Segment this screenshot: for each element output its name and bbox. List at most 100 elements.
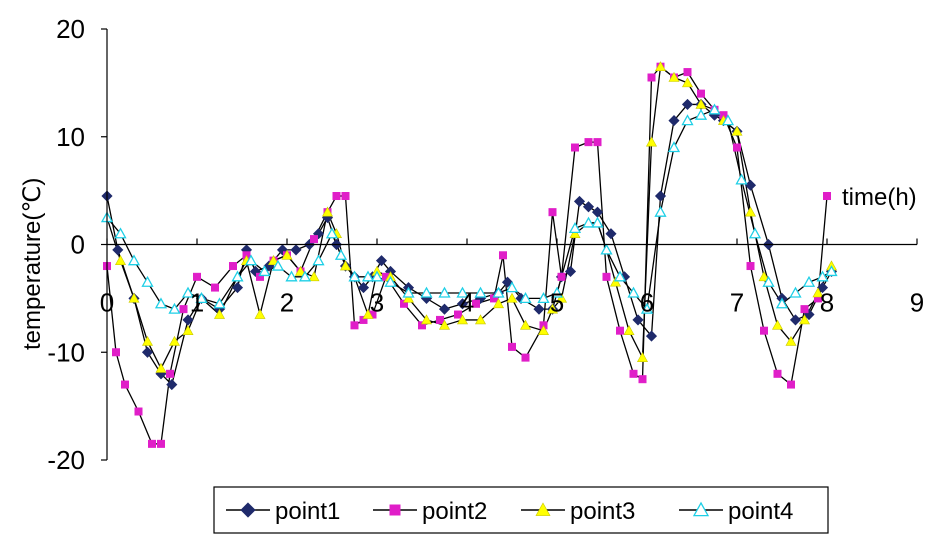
point2-point [121,380,129,389]
point3-markers [101,61,838,373]
point2-point [332,192,341,201]
point1-point [645,330,658,342]
tick-labels: 20 10 0 -10 -20 0 1 2 3 4 5 6 7 8 9 [47,14,924,475]
point3-point [308,271,320,282]
legend-label: point4 [728,498,793,525]
point3-point [492,298,505,309]
legend-marker [535,502,551,516]
point2-point [112,348,120,357]
point2-point [454,310,462,319]
point2-point [157,439,165,448]
point4-point [231,270,244,282]
point4-point [213,297,226,309]
point1-point [744,179,757,191]
point1-point [564,265,577,278]
point1-point [654,190,667,202]
point4-point [258,265,271,277]
legend: point1 point2 point3 point4 [213,486,829,534]
x-tick-label: 2 [280,288,294,318]
point4-point [721,114,735,126]
point1-point [166,379,178,391]
y-tick-label: 0 [71,230,85,260]
point2-point [616,326,624,335]
point4-point [762,275,775,287]
point2-point [557,272,566,281]
point4-point [312,254,325,266]
point3-point [321,206,334,217]
point4-point [708,103,721,115]
point2-point [647,73,656,82]
point3-point [758,271,770,282]
point3-point [546,303,559,314]
point3-point [654,61,667,72]
point4-point [789,286,802,298]
point3-point [213,308,226,319]
point4-point [114,227,127,239]
point4-point [438,286,451,298]
point3-point [402,292,415,303]
x-tick-label: 1 [190,288,204,318]
point4-point [667,141,681,153]
y-tick-label: -10 [47,337,85,367]
point3-point [812,287,824,298]
point3-point [798,314,811,325]
point1-point [605,228,617,240]
point3-point [474,314,487,325]
point1-point [290,244,302,256]
point3-point [182,325,194,336]
legend-item-point1: point1 [226,498,340,525]
point3-point [420,314,433,325]
legend-item-point2: point2 [373,498,487,525]
point3-point [168,335,181,346]
axes [101,28,918,461]
point4-point [775,297,789,309]
point3-point [668,71,680,82]
point3-point [141,335,154,346]
point1-point [182,314,194,326]
point4-point [640,302,654,314]
point2-point [787,380,795,389]
point1-point [357,282,370,294]
point3-point [569,228,581,239]
point4-point [370,270,384,282]
point4-point [348,270,361,282]
point3-point [128,292,140,303]
point3-point [155,362,167,373]
series-markers [100,61,838,448]
point4-point [748,227,762,239]
point1-point [375,255,388,267]
point4-line [106,109,832,310]
point2-point [773,369,782,378]
point4-point [681,114,694,126]
point4-point [591,216,604,228]
point3-point [438,319,451,330]
point4-point [181,286,195,298]
point4-point [285,270,298,282]
point4-point [600,243,613,255]
point4-point [537,292,550,304]
point2-point [148,439,156,448]
point2-point [193,272,201,281]
point1-point [141,346,154,358]
point3-point [681,77,694,88]
point4-point [505,281,519,293]
point2-point [548,208,557,217]
point4-point [298,270,312,282]
point4-point [816,270,829,282]
point2-point [760,326,768,335]
legend-marker [692,501,710,517]
point2-point [490,294,498,303]
x-tick-label: 3 [370,288,384,318]
point4-point [456,286,469,298]
legend-label: point3 [570,498,635,525]
point2-line [106,66,828,445]
point3-point [623,325,635,336]
point4-point [627,286,640,298]
point2-point [310,235,318,244]
point4-point [582,216,595,228]
legend-marker [240,502,256,518]
point2-point [134,407,143,416]
point1-point [789,314,802,326]
point3-point [555,292,568,303]
point3-point [456,314,469,325]
